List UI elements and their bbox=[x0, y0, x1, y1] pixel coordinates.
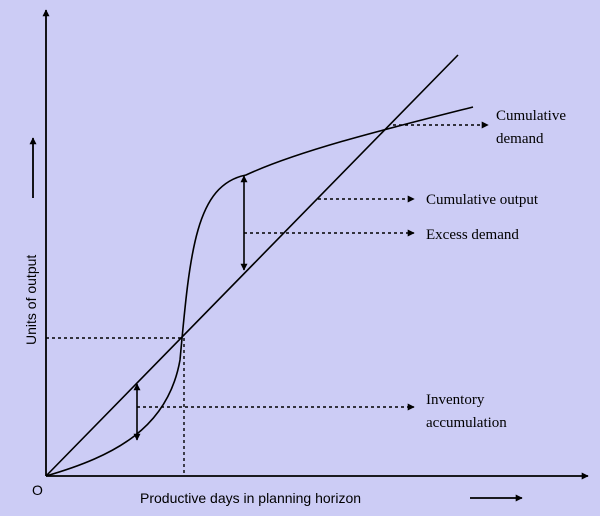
cumulative-demand-label-line1: Cumulative bbox=[496, 108, 566, 124]
cumulative-output-line bbox=[45, 54, 459, 477]
cumulative-demand-label-line2: demand bbox=[496, 131, 544, 147]
x-axis-label: Productive days in planning horizon bbox=[140, 490, 361, 506]
inventory-accumulation-label-line2: accumulation bbox=[426, 415, 507, 431]
origin-label: O bbox=[32, 482, 43, 498]
excess-demand-label: Excess demand bbox=[426, 227, 519, 243]
cumulative-output-label: Cumulative output bbox=[426, 192, 539, 208]
inventory-accumulation-label-line1: Inventory bbox=[426, 392, 485, 408]
y-axis-label: Units of output bbox=[23, 255, 39, 345]
